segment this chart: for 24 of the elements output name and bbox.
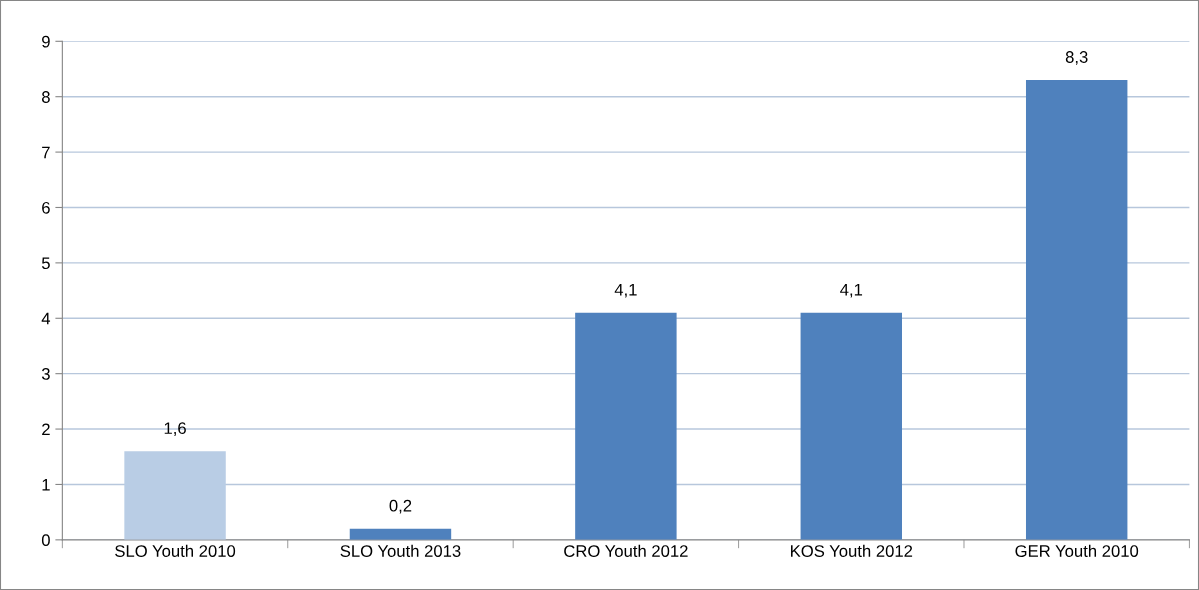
y-tick-label: 4	[41, 312, 51, 325]
bar	[349, 528, 452, 540]
bar	[575, 312, 677, 540]
y-tick-label: 3	[41, 368, 50, 380]
x-tick-label: SLO Youth 2013	[340, 544, 461, 557]
x-tick-label: SLO Youth 2010	[115, 544, 236, 557]
bar	[1025, 80, 1128, 540]
y-tick-label: 2	[42, 423, 50, 436]
y-tick-label: 9	[42, 35, 50, 48]
y-tick-label: 1	[42, 479, 50, 491]
x-tick-label: KOS Youth 2012	[791, 544, 913, 557]
x-tick-label: GER Youth 2010	[1015, 544, 1139, 557]
x-tick-label: CRO Youth 2012	[564, 544, 688, 557]
y-tick-label: 7	[42, 146, 50, 159]
bar	[800, 312, 903, 540]
data-label: 4,1	[614, 283, 637, 298]
y-tick-label: 0	[41, 534, 50, 547]
y-tick-label: 8	[42, 91, 50, 103]
y-tick-label: 5	[41, 257, 50, 270]
data-label: 1,6	[164, 422, 186, 436]
data-label: 0,2	[389, 499, 412, 514]
data-label: 4,1	[840, 283, 863, 298]
data-label: 8,3	[1065, 51, 1088, 65]
y-tick-label: 6	[42, 201, 50, 214]
